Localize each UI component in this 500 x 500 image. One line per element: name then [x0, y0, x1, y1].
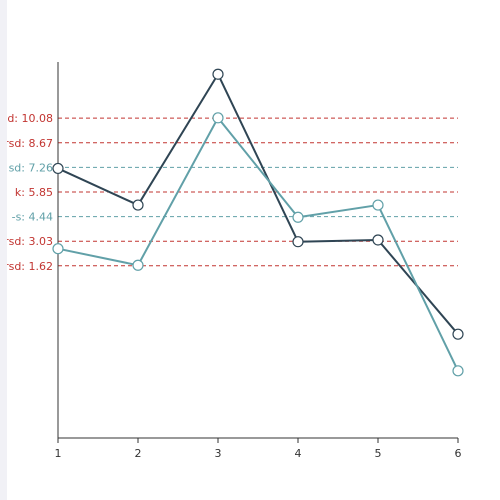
reference-line-label: d: 10.08 — [7, 112, 53, 125]
reference-line-label: rsd: 8.67 — [4, 137, 53, 150]
series-layer — [52, 68, 464, 377]
series-line — [57, 73, 459, 335]
data-point — [132, 199, 144, 211]
x-tick-label: 2 — [135, 447, 142, 460]
data-point — [132, 259, 144, 271]
reference-line-label: k: 5.85 — [15, 186, 53, 199]
x-tick-label: 3 — [215, 447, 222, 460]
data-point — [372, 199, 384, 211]
series-2 — [52, 112, 464, 377]
x-tick-label: 4 — [295, 447, 302, 460]
data-point — [372, 234, 384, 246]
data-point — [212, 112, 224, 124]
data-point — [292, 236, 304, 248]
series-line — [57, 116, 459, 372]
reference-line-label: rsd: 1.62 — [4, 260, 53, 273]
data-point — [292, 211, 304, 223]
left-edge-strip — [0, 0, 7, 500]
reference-line-label: -s: 4.44 — [12, 211, 53, 224]
x-tick-label: 5 — [375, 447, 382, 460]
reference-line-label: sd: 7.26 — [9, 161, 53, 174]
reference-lines-layer: d: 10.08 rsd: 8.67 sd: 7.26 k: 5.85 -s: 4.44… — [4, 112, 458, 273]
data-point — [52, 162, 64, 175]
data-point — [212, 68, 224, 80]
series-1 — [52, 68, 464, 340]
x-tick-label: 6 — [455, 447, 462, 460]
data-point — [452, 328, 464, 340]
reference-line-label: rsd: 3.03 — [4, 235, 53, 248]
x-tick-label: 1 — [55, 447, 62, 460]
data-point — [52, 243, 64, 255]
data-point — [452, 365, 464, 377]
